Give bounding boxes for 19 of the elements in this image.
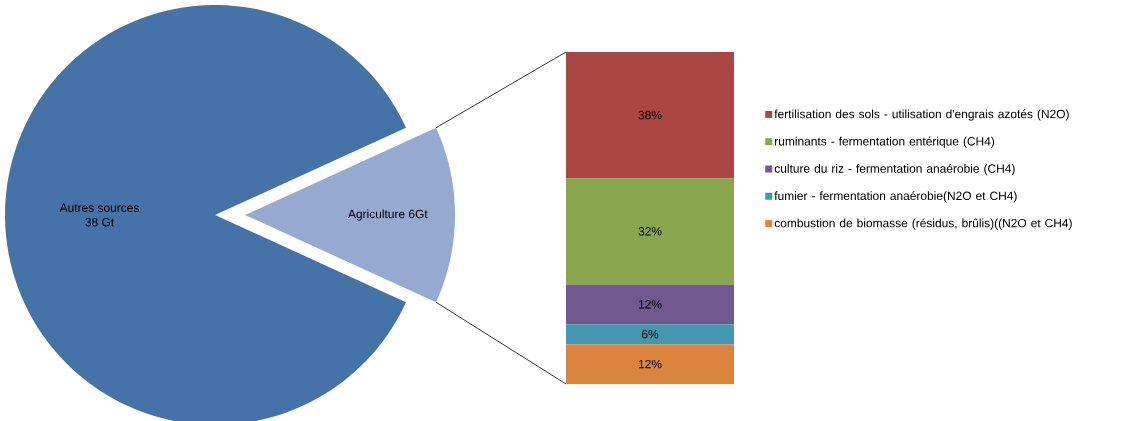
data-label: 6% xyxy=(641,329,659,339)
legend-label: ruminants - fermentation entérique (CH4) xyxy=(775,136,995,148)
legend-label: culture du riz - fermentation anaérobie (CH4) xyxy=(774,163,1015,176)
bar xyxy=(566,52,735,179)
bar xyxy=(566,178,735,285)
legend-label: combustion de biomasse (résidus, brûlis)((N2O et CH4) xyxy=(774,218,1072,230)
legend-label: fertilisation des sols - utilisation d'engrais azotés (N2O) xyxy=(774,109,1069,121)
data-label: 32% xyxy=(638,227,662,236)
slice-label: Agriculture xyxy=(347,209,405,221)
data-label: 12% xyxy=(638,300,662,309)
slice-label: Autres sources xyxy=(59,203,139,212)
data-label: 12% xyxy=(638,359,662,369)
data-label: 38 Gt xyxy=(85,217,115,227)
data-label: 6Gt xyxy=(409,209,428,219)
bar xyxy=(566,284,735,325)
bar xyxy=(566,324,735,345)
bar xyxy=(566,344,735,384)
data-label: 38% xyxy=(638,110,662,120)
legend-label: fumier - fermentation anaérobie(N2O et CH4) xyxy=(774,191,1017,203)
